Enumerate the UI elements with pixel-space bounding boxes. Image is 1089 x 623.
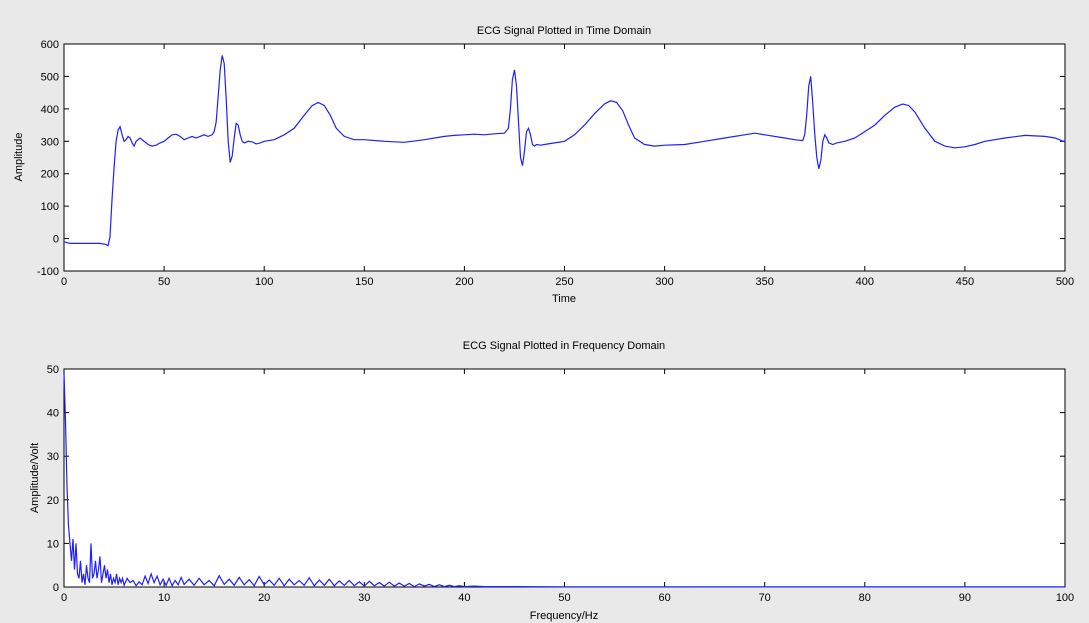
time-domain-ytick-label: 300: [41, 136, 59, 148]
time-domain-xtick-label: 0: [61, 276, 67, 288]
time-domain-xtick-label: 50: [158, 276, 170, 288]
frequency-domain-ytick-label: 30: [47, 451, 59, 463]
frequency-domain-xtick-label: 60: [658, 592, 670, 604]
frequency-domain-axes: [63, 368, 1066, 588]
time-domain-xtick-label: 450: [956, 276, 974, 288]
time-domain-ylabel: Amplitude: [13, 133, 25, 182]
time-domain-xtick-label: 150: [355, 276, 373, 288]
time-domain-xtick-label: 200: [455, 276, 473, 288]
frequency-domain-xtick-label: 80: [859, 592, 871, 604]
frequency-domain-ylabel: Amplitude/Volt: [29, 443, 41, 513]
time-domain-ytick-label: 400: [41, 104, 59, 116]
frequency-domain-chart: ECG Signal Plotted in Frequency Domain F…: [29, 340, 1074, 622]
time-domain-ytick-label: 100: [41, 201, 59, 213]
time-domain-xtick-label: 100: [255, 276, 273, 288]
frequency-domain-ytick-label: 0: [53, 582, 59, 594]
time-domain-xlabel: Time: [552, 293, 576, 305]
frequency-domain-xtick-label: 10: [158, 592, 170, 604]
frequency-domain-xtick-label: 70: [759, 592, 771, 604]
frequency-domain-ticks: 0 10 20 30 40 50 60 70 80 90 100 0 10 20 30 40 50: [47, 364, 1074, 604]
time-domain-xtick-label: 400: [856, 276, 874, 288]
time-domain-ytick-label: -100: [37, 266, 59, 278]
time-domain-axes: [63, 43, 1066, 272]
frequency-domain-xtick-label: 30: [358, 592, 370, 604]
frequency-domain-ytick-label: 20: [47, 495, 59, 507]
time-domain-ticks: 0 50 100 150 200 250 300 350 400 450 500-100010020…: [37, 39, 1074, 288]
time-domain-chart: ECG Signal Plotted in Time Domain Time A…: [13, 25, 1074, 305]
frequency-domain-xtick-label: 0: [61, 592, 67, 604]
time-domain-ytick-label: 0: [53, 234, 59, 246]
time-domain-xtick-label: 350: [756, 276, 774, 288]
frequency-domain-ytick-label: 10: [47, 538, 59, 550]
frequency-domain-series-line: [63, 373, 1065, 588]
frequency-domain-xtick-label: 100: [1056, 592, 1074, 604]
frequency-domain-xtick-label: 20: [258, 592, 270, 604]
time-domain-xtick-label: 250: [555, 276, 573, 288]
time-domain-xtick-label: 300: [655, 276, 673, 288]
frequency-domain-xtick-label: 90: [959, 592, 971, 604]
time-domain-ytick-label: 500: [41, 71, 59, 83]
frequency-domain-title: ECG Signal Plotted in Frequency Domain: [463, 340, 665, 352]
frequency-domain-xlabel: Frequency/Hz: [530, 610, 598, 622]
frequency-domain-xtick-label: 40: [458, 592, 470, 604]
time-domain-series-line: [63, 55, 1066, 247]
frequency-domain-xtick-label: 50: [558, 592, 570, 604]
time-domain-ytick-label: 200: [41, 169, 59, 181]
time-domain-xtick-label: 500: [1056, 276, 1074, 288]
frequency-domain-ytick-label: 40: [47, 408, 59, 420]
frequency-domain-ytick-label: 50: [47, 364, 59, 376]
time-domain-title: ECG Signal Plotted in Time Domain: [477, 25, 651, 37]
time-domain-ytick-label: 600: [41, 39, 59, 51]
